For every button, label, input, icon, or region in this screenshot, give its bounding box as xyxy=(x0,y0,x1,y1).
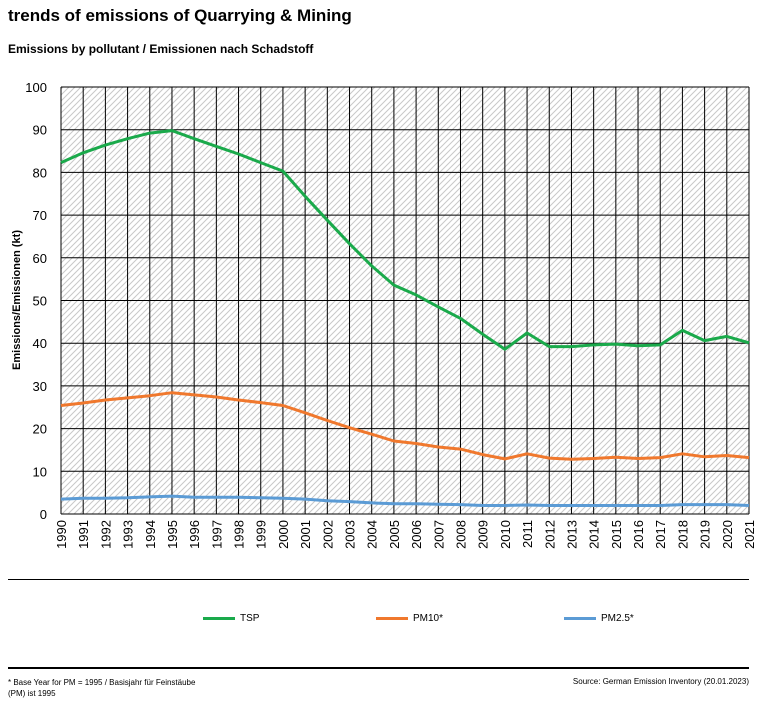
x-tick-label: 2021 xyxy=(742,520,757,549)
legend-swatch-pm25 xyxy=(564,616,596,620)
legend-swatch-tsp xyxy=(203,616,235,620)
x-tick-label: 1991 xyxy=(76,520,91,549)
x-tick-label: 2016 xyxy=(631,520,646,549)
y-tick-label: 20 xyxy=(33,422,47,437)
y-tick-label: 60 xyxy=(33,251,47,266)
series-line-pm10 xyxy=(60,391,750,461)
y-tick-label: 80 xyxy=(33,165,47,180)
x-tick-label: 2013 xyxy=(564,520,579,549)
y-tick-label: 50 xyxy=(33,294,47,309)
x-tick-label: 2002 xyxy=(320,520,335,549)
y-tick-label: 90 xyxy=(33,123,47,138)
y-tick-label: 100 xyxy=(25,80,47,95)
footnote: * Base Year for PM = 1995 / Basisjahr fü… xyxy=(8,678,196,698)
x-tick-label: 2011 xyxy=(520,520,535,548)
x-tick-label: 2000 xyxy=(276,520,291,549)
x-tick-label: 1992 xyxy=(98,520,113,549)
x-tick-label: 2014 xyxy=(587,520,602,549)
chart-subtitle: Emissions by pollutant / Emissionen nach… xyxy=(8,42,314,56)
legend-item-tsp: TSP xyxy=(203,611,259,625)
x-tick-label: 2005 xyxy=(387,520,402,549)
x-tick-label: 2017 xyxy=(653,520,668,549)
x-tick-label: 2012 xyxy=(542,520,557,549)
y-tick-label: 0 xyxy=(40,507,47,522)
source-note: Source: German Emission Inventory (20.01… xyxy=(572,677,749,686)
y-tick-label: 40 xyxy=(33,336,47,351)
x-tick-label: 2018 xyxy=(675,520,690,549)
x-tick-label: 2010 xyxy=(498,520,513,549)
x-tick-label: 2015 xyxy=(609,520,624,549)
x-tick-label: 2020 xyxy=(720,520,735,549)
x-tick-label: 2009 xyxy=(476,520,491,549)
x-tick-label: 2004 xyxy=(365,520,380,549)
x-tick-label: 1996 xyxy=(187,520,202,549)
y-tick-label: 70 xyxy=(33,208,47,223)
series-line-tsp xyxy=(60,129,750,351)
x-tick-label: 2003 xyxy=(343,520,358,549)
divider-top xyxy=(8,579,749,580)
x-tick-label: 1999 xyxy=(254,520,269,549)
legend-item-pm10: PM10* xyxy=(376,611,443,625)
series-line-pm25 xyxy=(60,494,750,507)
x-tick-label: 2007 xyxy=(431,520,446,549)
x-tick-label: 2006 xyxy=(409,520,424,549)
legend-label-pm25: PM2.5* xyxy=(601,612,634,624)
line-chart: 0 10 20 30 40 50 60 70 80 90 100 1990 1991 1992 1993 1… xyxy=(11,80,757,549)
x-tick-label: 1990 xyxy=(54,520,69,549)
legend-label-pm10: PM10* xyxy=(413,612,444,624)
legend-label-tsp: TSP xyxy=(240,612,260,624)
y-tick-label: 30 xyxy=(33,379,47,394)
y-tick-label: 10 xyxy=(33,464,47,479)
x-tick-label: 1998 xyxy=(232,520,247,549)
legend-swatch-pm10 xyxy=(376,616,408,620)
x-tick-label: 1995 xyxy=(165,520,180,549)
x-tick-label: 2008 xyxy=(453,520,468,549)
divider-bottom xyxy=(8,667,749,669)
x-tick-label: 1997 xyxy=(209,520,224,549)
y-axis-label: Emissions/Emissionen (kt) xyxy=(11,230,23,370)
x-tick-label: 2019 xyxy=(698,520,713,549)
x-tick-label: 2001 xyxy=(298,520,313,549)
chart-title: trends of emissions of Quarrying & Minin… xyxy=(8,6,352,25)
x-tick-label: 1993 xyxy=(121,520,136,549)
x-tick-label: 1994 xyxy=(143,520,158,549)
legend-item-pm25: PM2.5* xyxy=(564,611,634,625)
